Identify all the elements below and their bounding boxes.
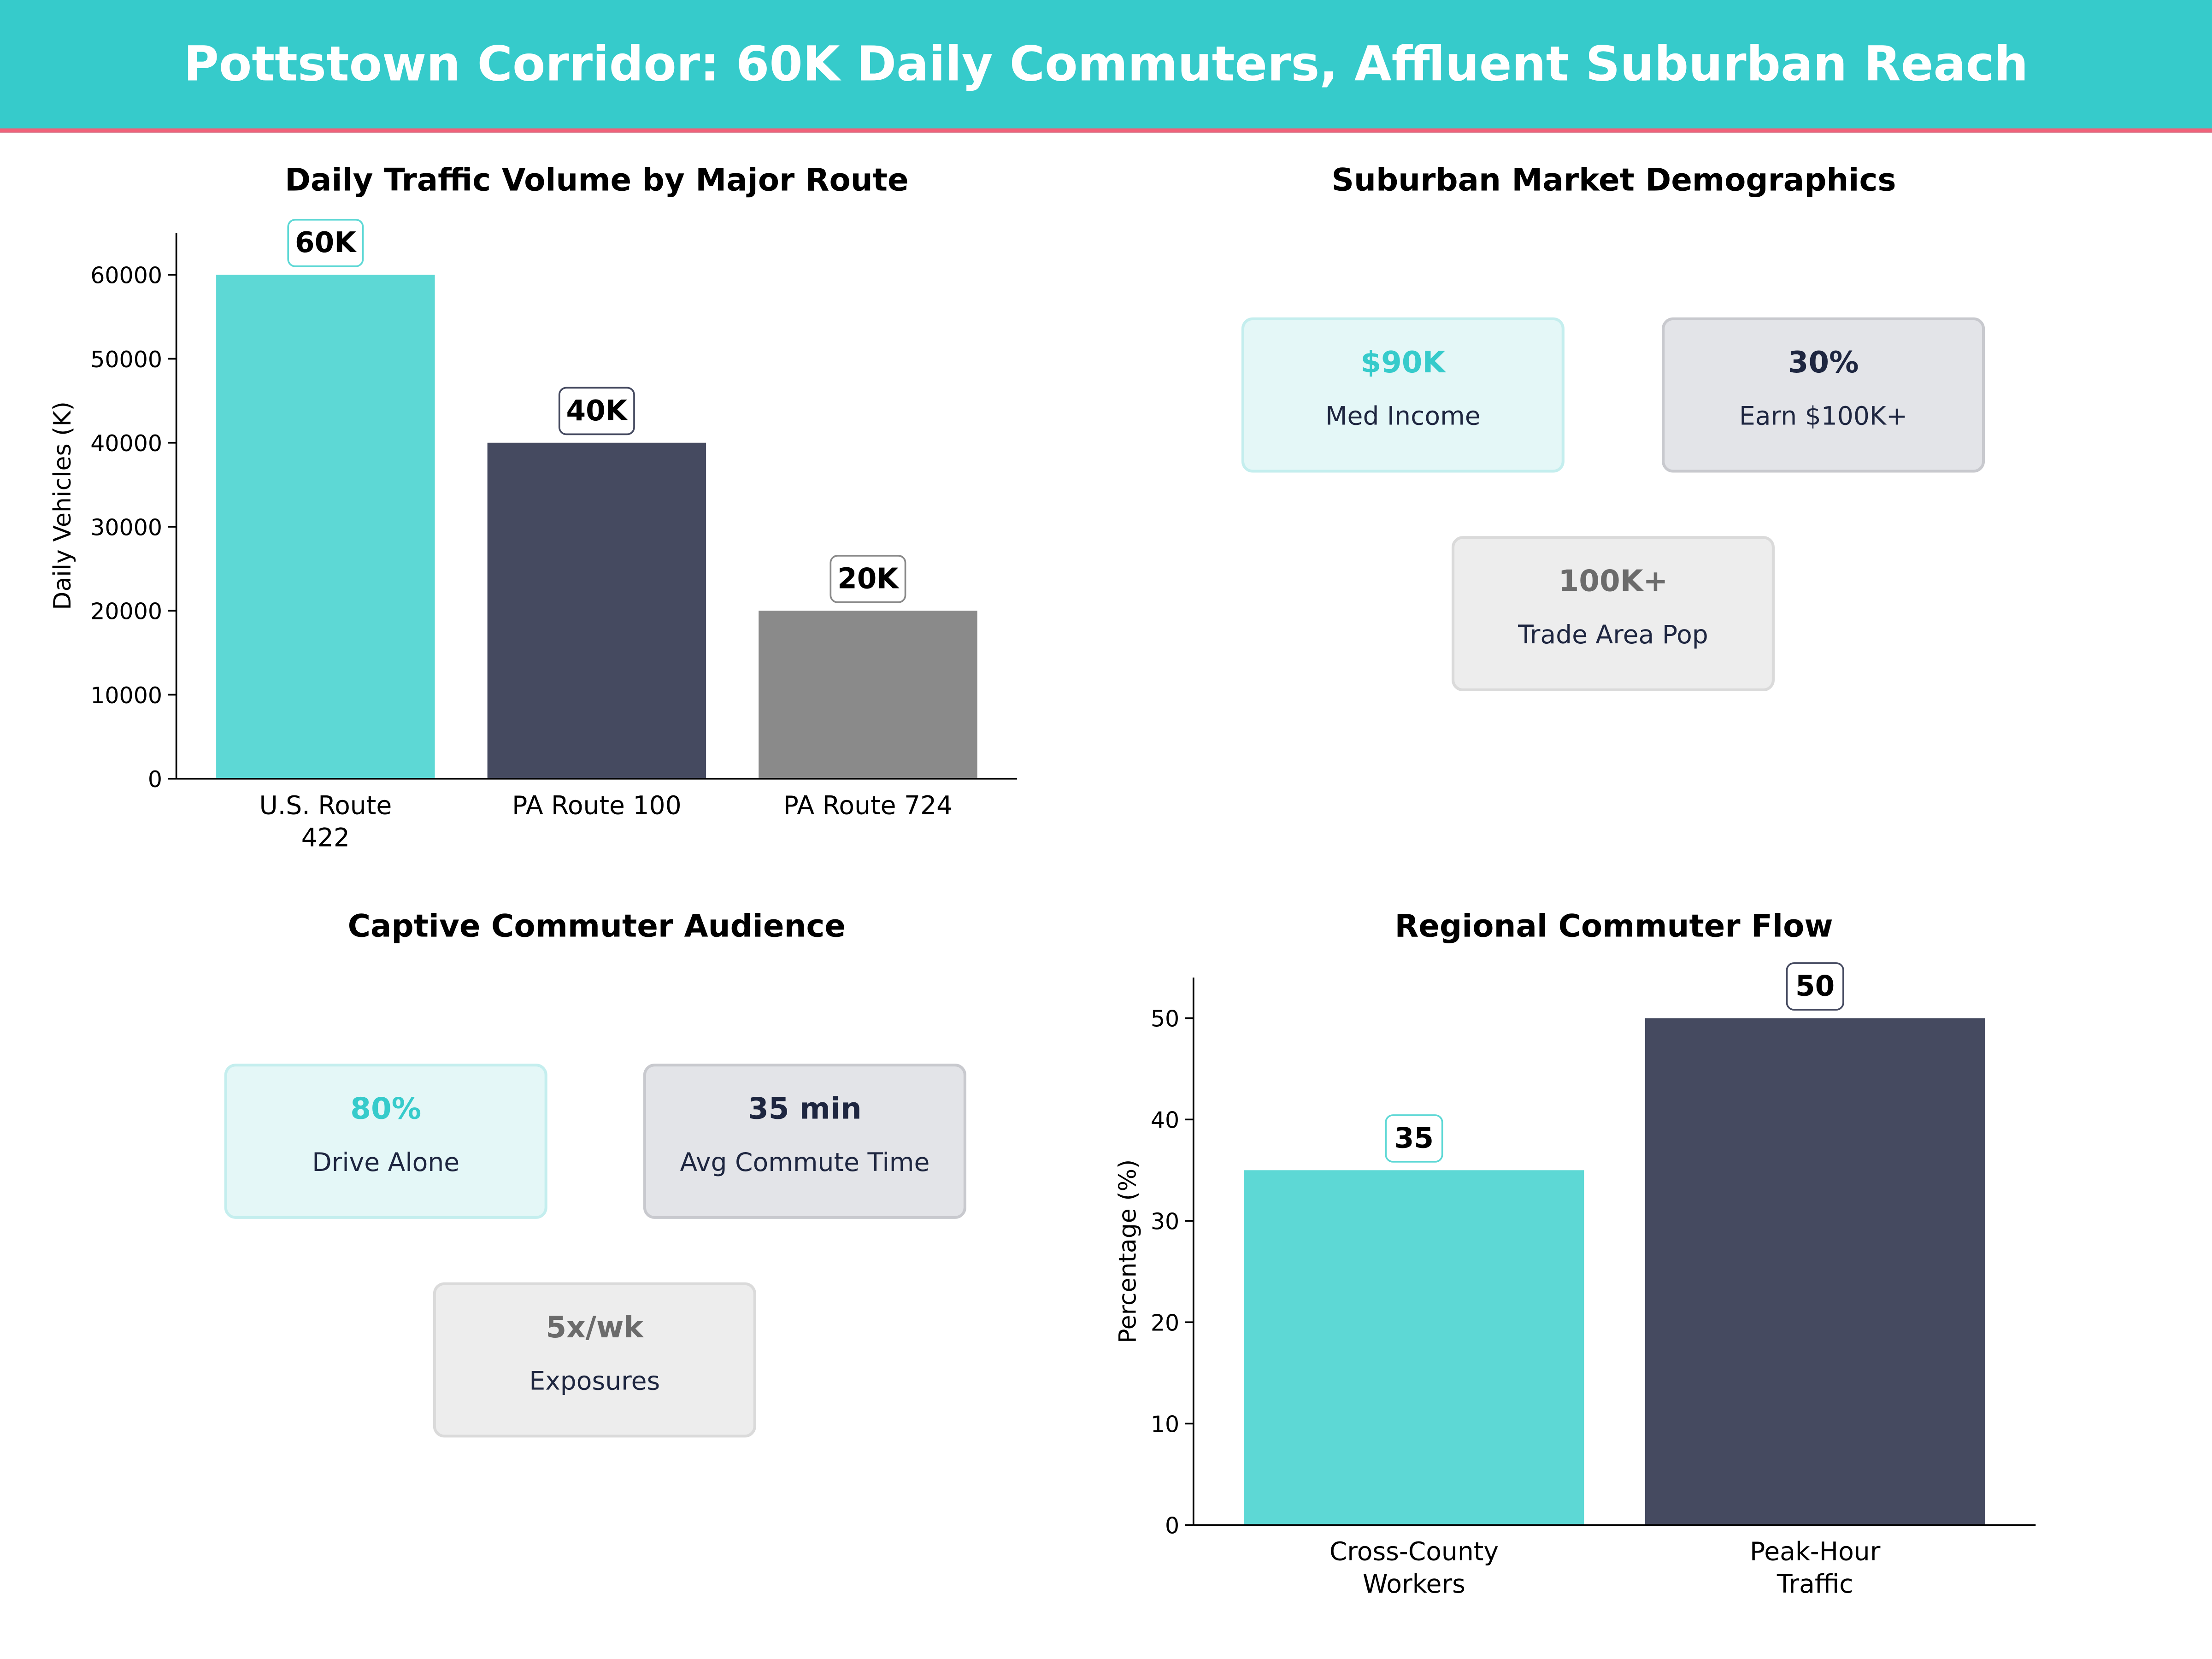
y-tick-label: 30: [1151, 1209, 1179, 1235]
y-tick-label: 50000: [90, 347, 162, 373]
audience-title: Captive Commuter Audience: [347, 910, 846, 946]
stat-value: 35 min: [748, 1092, 862, 1126]
stat-card-earn-100k: 30% Earn $100K+: [1662, 317, 1985, 473]
page-title: Pottstown Corridor: 60K Daily Commuters,…: [183, 36, 2029, 93]
stat-card-exposures: 5x/wk Exposures: [433, 1282, 756, 1438]
stat-card-median-income: $90K Med Income: [1241, 317, 1565, 473]
data-label: 40K: [566, 394, 629, 427]
x-tick-label: U.S. Route: [259, 790, 392, 820]
x-tick-label: 422: [301, 823, 350, 853]
y-tick-label: 40000: [90, 430, 162, 457]
stat-label: Exposures: [529, 1367, 660, 1397]
stat-label: Earn $100K+: [1739, 402, 1908, 432]
bar: [487, 442, 706, 779]
stat-value: 30%: [1788, 345, 1859, 380]
x-tick-label: PA Route 100: [512, 790, 682, 820]
header-banner: Pottstown Corridor: 60K Daily Commuters,…: [0, 0, 2212, 133]
stat-label: Trade Area Pop: [1518, 620, 1708, 651]
traffic-chart-title: Daily Traffic Volume by Major Route: [285, 164, 909, 199]
data-label: 50: [1795, 970, 1835, 1002]
y-tick-label: 30000: [90, 514, 162, 541]
stat-card-commute-time: 35 min Avg Commute Time: [643, 1064, 966, 1219]
y-tick-label: 20000: [90, 599, 162, 625]
x-tick-label: Cross-County: [1330, 1537, 1499, 1566]
flow-chart-title: Regional Commuter Flow: [1394, 910, 1833, 946]
x-tick-label: Peak-Hour: [1750, 1537, 1881, 1566]
data-label-box: [1385, 1114, 1443, 1163]
stat-card-drive-alone: 80% Drive Alone: [224, 1064, 547, 1219]
data-label-box: [287, 219, 364, 267]
stat-value: $90K: [1360, 345, 1446, 380]
data-label: 20K: [837, 562, 900, 595]
data-label-box: [558, 387, 635, 435]
bar: [759, 611, 977, 779]
y-axis-label: Daily Vehicles (K): [49, 401, 76, 610]
y-tick-label: 0: [148, 766, 162, 793]
stat-value: 100K+: [1558, 564, 1668, 598]
data-label-box: [1786, 962, 1844, 1011]
stat-label: Drive Alone: [312, 1148, 460, 1178]
y-tick-label: 50: [1151, 1006, 1179, 1032]
x-tick-label: Traffic: [1777, 1569, 1853, 1599]
y-tick-label: 0: [1165, 1513, 1179, 1539]
x-tick-label: PA Route 724: [783, 790, 953, 820]
x-tick-label: Workers: [1363, 1569, 1465, 1599]
stat-label: Med Income: [1325, 402, 1481, 432]
data-label-box: [830, 555, 906, 603]
stat-value: 5x/wk: [546, 1310, 644, 1345]
y-tick-label: 10000: [90, 682, 162, 709]
bar: [1244, 1170, 1584, 1525]
y-tick-label: 60000: [90, 263, 162, 289]
stat-value: 80%: [350, 1092, 422, 1126]
data-label: 35: [1394, 1122, 1434, 1154]
y-tick-label: 10: [1151, 1412, 1179, 1438]
data-label: 60K: [295, 226, 357, 259]
stat-card-trade-area-pop: 100K+ Trade Area Pop: [1451, 536, 1775, 691]
bar: [216, 275, 435, 779]
y-tick-label: 20: [1151, 1310, 1179, 1336]
y-tick-label: 40: [1151, 1107, 1179, 1134]
stat-label: Avg Commute Time: [680, 1148, 930, 1178]
bar: [1645, 1018, 1985, 1525]
y-axis-label: Percentage (%): [1114, 1159, 1141, 1343]
demographics-title: Suburban Market Demographics: [1331, 164, 1896, 199]
